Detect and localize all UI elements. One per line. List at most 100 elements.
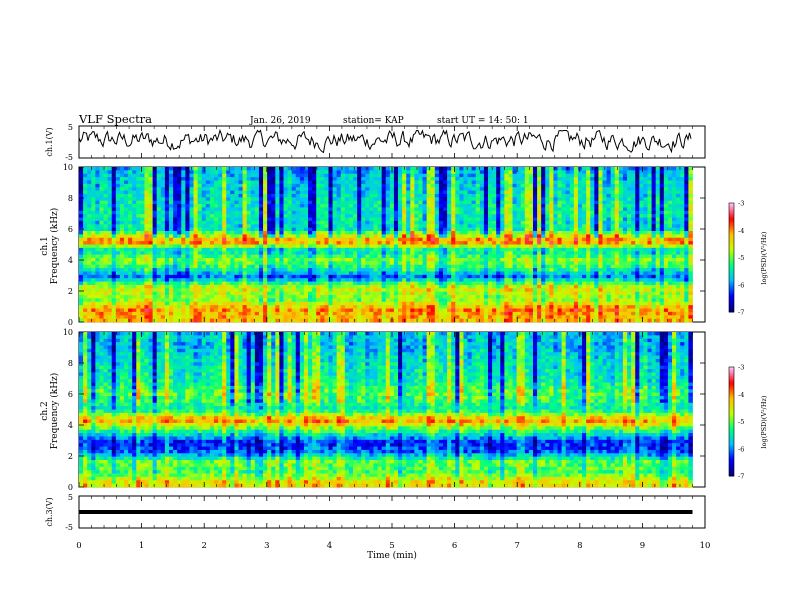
ch1-spectrogram-cell: [136, 183, 141, 188]
ch1-spectrogram-cell: [189, 204, 194, 208]
ch1-spectrogram-cell: [295, 217, 301, 222]
ch1-spectrogram-cell: [631, 204, 636, 208]
ch1-spectrogram-cell: [340, 254, 346, 259]
ch1-spectrogram-cell: [610, 200, 616, 205]
ch1-spectrogram-cell: [520, 197, 526, 202]
ch1-spectrogram-cell: [144, 241, 149, 245]
ch1-spectrogram-cell: [684, 170, 689, 175]
ch1-spectrogram-cell: [438, 244, 444, 249]
ch1-spectrogram-cell: [647, 180, 652, 185]
ch1-spectrogram-cell: [569, 264, 575, 269]
ch1-spectrogram-cell: [590, 207, 595, 212]
ch1-spectrogram-cell: [393, 190, 399, 195]
ch1-spectrogram-cell: [361, 217, 366, 222]
ch1-spectrogram-cell: [303, 167, 309, 171]
ch1-spectrogram-cell: [680, 190, 685, 195]
ch1-spectrogram-cell: [451, 227, 456, 232]
ch1-spectrogram-cell: [185, 190, 190, 195]
ch1-spectrogram-cell: [438, 261, 444, 266]
ch1-spectrogram-cell: [353, 187, 358, 191]
ch1-spectrogram-cell: [451, 183, 456, 188]
ch1-spectrogram-cell: [123, 231, 129, 235]
ch1-spectrogram-cell: [545, 180, 550, 185]
ch1-spectrogram-cell: [328, 167, 333, 171]
ch1-spectrogram-cell: [393, 170, 399, 175]
ch1-spectrogram-cell: [471, 210, 477, 215]
ch1-spectrogram-cell: [283, 241, 288, 245]
ch1-spectrogram-cell: [471, 261, 477, 266]
ch1-spectrogram-cell: [95, 241, 100, 245]
ch1-spectrogram-cell: [287, 274, 293, 279]
ch1-spectrogram-cell: [173, 268, 178, 272]
ch1-spectrogram-cell: [663, 187, 669, 191]
ch1-spectrogram-cell: [688, 244, 693, 249]
ch1-spectrogram-cell: [115, 251, 121, 256]
ch1-spectrogram-cell: [83, 170, 88, 175]
ch1-spectrogram-cell: [123, 173, 129, 178]
ch1-spectrogram-cell: [308, 183, 313, 188]
ch1-spectrogram-cell: [320, 224, 325, 229]
ch1-spectrogram-cell: [230, 214, 235, 218]
ch1-spectrogram-cell: [213, 261, 219, 266]
ch1-spectrogram-cell: [643, 210, 648, 215]
ch1-spectrogram-cell: [406, 254, 411, 259]
ch1-spectrogram-cell: [667, 190, 673, 195]
ch1-spectrogram-cell: [512, 204, 518, 208]
ch1-spectrogram-cell: [582, 217, 587, 222]
ch1-spectrogram-cell: [164, 231, 170, 235]
ch1-spectrogram-cell: [398, 234, 403, 239]
ch1-spectrogram-cell: [385, 261, 391, 266]
ch1-spectrogram-cell: [79, 177, 84, 181]
ch1-spectrogram-cell: [246, 251, 252, 256]
ch1-spectrogram-cell: [173, 224, 178, 229]
ch1-spectrogram-cell: [594, 251, 599, 256]
ch1-spectrogram-cell: [389, 190, 395, 195]
ch1-spectrogram-cell: [520, 268, 526, 272]
ch1-spectrogram-cell: [426, 234, 432, 239]
ch1-spectrogram-cell: [226, 183, 231, 188]
ch1-spectrogram-cell: [181, 278, 186, 282]
ch1-spectrogram-cell: [177, 173, 182, 178]
ch1-spectrogram-cell: [553, 261, 558, 266]
ch1-spectrogram-cell: [639, 177, 644, 181]
ch1-spectrogram-cell: [631, 210, 636, 215]
ch1-spectrogram-cell: [385, 177, 391, 181]
ch1-spectrogram-cell: [659, 244, 665, 249]
ch1-spectrogram-cell: [136, 264, 141, 269]
ch1-spectrogram-cell: [340, 261, 346, 266]
ch1-spectrogram-cell: [680, 247, 685, 252]
ch1-spectrogram-cell: [271, 241, 276, 245]
ch1-spectrogram-cell: [537, 251, 542, 256]
ch1-spectrogram-cell: [246, 227, 252, 232]
ch1-spectrogram-cell: [426, 261, 432, 266]
ch1-spectrogram-cell: [369, 173, 374, 178]
ch1-spectrogram-cell: [590, 254, 595, 259]
ch1-spectrogram-cell: [618, 247, 624, 252]
ch1-spectrogram-cell: [152, 264, 158, 269]
ch1-spectrogram-cell: [275, 241, 280, 245]
ch1-spectrogram-cell: [672, 261, 677, 266]
ch1-spectrogram-cell: [107, 210, 113, 215]
ch1-spectrogram-cell: [618, 210, 624, 215]
ch1-spectrogram-cell: [635, 204, 640, 208]
ch1-spectrogram-cell: [492, 251, 497, 256]
ch1-spectrogram-cell: [181, 268, 186, 272]
ch1-spectrogram-cell: [643, 190, 648, 195]
ch1-spectrogram-cell: [95, 200, 100, 205]
ch1-spectrogram-cell: [479, 268, 485, 272]
ch1-spectrogram-cell: [250, 197, 256, 202]
ch1-spectrogram-cell: [438, 271, 444, 276]
ch1-spectrogram-cell: [205, 167, 211, 171]
ch1-spectrogram-cell: [168, 204, 174, 208]
ch1-spectrogram-cell: [193, 217, 199, 222]
ch1-spectrogram-cell: [95, 183, 100, 188]
ch1-spectrogram-cell: [467, 257, 473, 262]
ch1-spectrogram-cell: [631, 254, 636, 259]
ch1-spectrogram-cell: [676, 214, 681, 218]
ch1-spectrogram-cell: [398, 217, 403, 222]
ch1-spectrogram-cell: [553, 183, 558, 188]
ch1-spectrogram-cell: [635, 177, 640, 181]
ch1-spectrogram-cell: [667, 187, 673, 191]
ch1-spectrogram-cell: [475, 204, 481, 208]
ch1-spectrogram-cell: [238, 193, 243, 198]
